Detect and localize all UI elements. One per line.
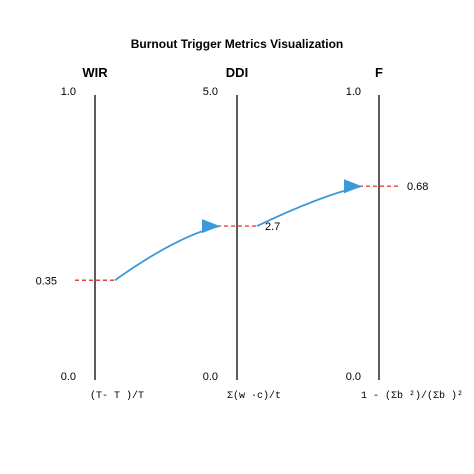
flow-arrowhead-ddi xyxy=(202,219,220,234)
axis-wir-formula: (T- T )/T xyxy=(90,390,144,402)
axis-wir: WIR 1.0 0.0 0.35 (T- T )/T xyxy=(36,65,144,402)
figure-title: Burnout Trigger Metrics Visualization xyxy=(131,37,343,51)
axis-ddi-top-label: 5.0 xyxy=(203,86,218,98)
flow-arrowhead-f xyxy=(344,179,362,194)
axis-wir-bottom-label: 0.0 xyxy=(61,371,76,383)
axis-wir-value-label: 0.35 xyxy=(36,275,57,287)
axis-wir-name: WIR xyxy=(82,65,108,80)
axis-ddi-bottom-label: 0.0 xyxy=(203,371,218,383)
axis-f-value-label: 0.68 xyxy=(407,181,428,193)
axis-f-bottom-label: 0.0 xyxy=(346,371,361,383)
axis-ddi: DDI 5.0 0.0 2.7 Σ(w ·c)/t xyxy=(203,65,281,402)
axis-f: F 1.0 0.0 0.68 1 - (Σb ²)/(Σb )² xyxy=(346,65,463,402)
axis-ddi-name: DDI xyxy=(226,65,248,80)
axis-ddi-formula: Σ(w ·c)/t xyxy=(227,390,281,402)
axis-wir-top-label: 1.0 xyxy=(61,86,76,98)
axis-f-formula: 1 - (Σb ²)/(Σb )² xyxy=(361,390,463,402)
axis-ddi-value-label: 2.7 xyxy=(265,221,280,233)
axis-f-name: F xyxy=(375,65,383,80)
axis-f-top-label: 1.0 xyxy=(346,86,361,98)
